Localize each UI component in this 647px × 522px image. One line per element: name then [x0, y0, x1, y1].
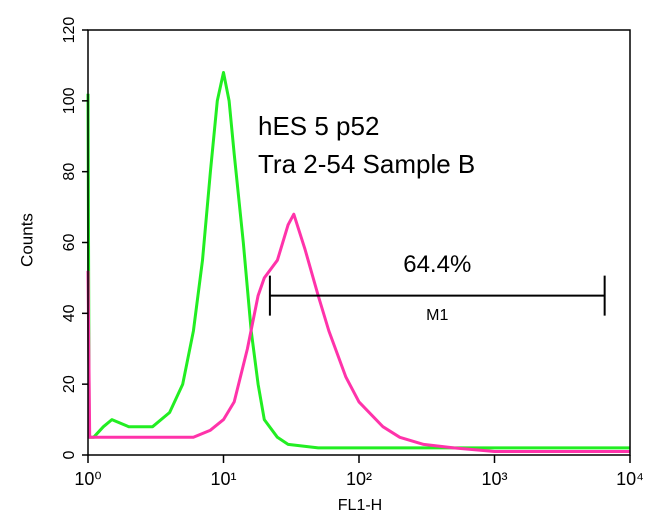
- histogram-line: [86, 71, 630, 450]
- gate-percent: 64.4%: [403, 251, 471, 278]
- y-tick-label: 0: [61, 450, 78, 459]
- y-tick-label: 20: [61, 375, 78, 393]
- y-axis-label: Counts: [17, 213, 36, 267]
- y-tick-label: 40: [61, 304, 78, 322]
- gate-label: M1: [426, 307, 448, 324]
- histogram-line: [86, 212, 630, 453]
- x-tick-label: 10¹: [210, 469, 236, 489]
- annotation: Tra 2-54 Sample B: [258, 149, 475, 179]
- x-tick-label: 10²: [346, 469, 372, 489]
- x-tick-label: 10³: [481, 469, 507, 489]
- plot-frame: [87, 29, 631, 456]
- y-tick-label: 80: [61, 163, 78, 181]
- x-tick-label: 10⁴: [616, 469, 644, 489]
- x-tick-label: 10⁰: [74, 469, 101, 489]
- y-tick-label: 120: [61, 17, 78, 44]
- annotation: hES 5 p52: [258, 111, 379, 141]
- x-axis-label: FL1-H: [338, 497, 382, 514]
- y-tick-label: 100: [61, 87, 78, 114]
- y-tick-label: 60: [61, 234, 78, 252]
